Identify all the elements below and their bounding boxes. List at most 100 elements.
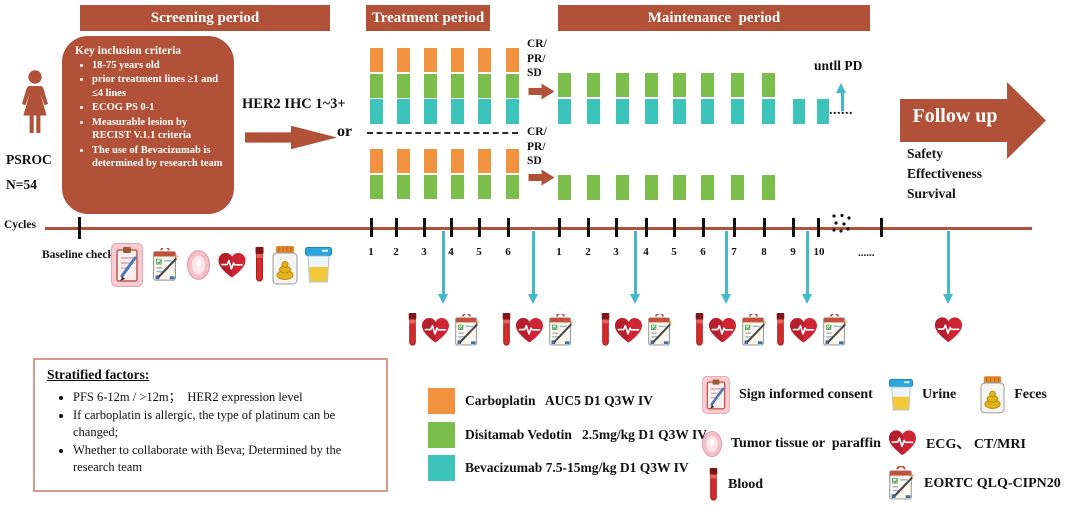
survey-icon bbox=[646, 314, 673, 347]
screening-period-label: Screening period bbox=[150, 9, 260, 26]
ecg-heart-icon bbox=[614, 317, 643, 344]
cycle-bar-stack bbox=[731, 73, 744, 124]
response-criteria-bottom: CR/ PR/ SD bbox=[527, 125, 547, 169]
legend-row-disitamab: Disitamab Vedotin 2.5mg/kg D1 Q3W IV bbox=[428, 422, 707, 448]
disitamab-bar bbox=[701, 73, 714, 97]
disitamab-bar bbox=[587, 175, 600, 200]
ecg-heart-icon bbox=[515, 317, 544, 344]
timeline-break-dots-icon bbox=[832, 213, 851, 233]
cycle-bar-stack bbox=[397, 48, 410, 124]
follow-up-label: Follow up bbox=[912, 105, 998, 127]
carboplatin-bar bbox=[506, 149, 519, 173]
cycle-number: 4 bbox=[448, 246, 454, 258]
disitamab-bar bbox=[701, 175, 714, 200]
timeline-tick bbox=[450, 218, 453, 237]
blood-icon bbox=[694, 313, 705, 347]
inclusion-item: ECOG PS 0-1 bbox=[92, 101, 224, 114]
bevacizumab-bar bbox=[506, 99, 519, 124]
disitamab-bar bbox=[370, 73, 383, 98]
treatment-period-header: Treatment period bbox=[366, 5, 490, 31]
disitamab-bar bbox=[558, 73, 571, 97]
follow-up-outcome: Effectiveness bbox=[907, 166, 982, 181]
response-line: PR/ bbox=[527, 52, 546, 65]
blood-label: Blood bbox=[728, 477, 764, 492]
maintenance-period-label: Maintenance period bbox=[647, 9, 781, 26]
cycle-bar-stack bbox=[587, 73, 600, 124]
disitamab-label: Disitamab Vedotin 2.5mg/kg D1 Q3W IV bbox=[465, 427, 708, 442]
legend-row-blood: Blood bbox=[708, 468, 763, 502]
urine-label: Urine bbox=[922, 387, 957, 402]
cycle-number: 1 bbox=[368, 246, 374, 258]
disitamab-bar bbox=[506, 174, 519, 199]
tissue-icon bbox=[702, 430, 722, 458]
disitamab-bar bbox=[616, 175, 629, 200]
disitamab-bar bbox=[451, 73, 464, 98]
ecg-heart-icon bbox=[934, 316, 963, 344]
disitamab-bar bbox=[673, 73, 686, 97]
inclusion-item: 18-75 years old bbox=[92, 59, 224, 72]
bevacizumab-bar bbox=[397, 99, 410, 124]
disitamab-bar bbox=[424, 73, 437, 98]
inclusion-list: 18-75 years old prior treatment lines ≥1… bbox=[75, 59, 224, 171]
bevacizumab-bar bbox=[645, 98, 658, 124]
disitamab-bar bbox=[558, 175, 571, 200]
cycle-bar-stack bbox=[558, 175, 571, 200]
assessment-arrowhead-icon bbox=[438, 294, 448, 304]
bevacizumab-bar bbox=[558, 98, 571, 124]
timeline-line bbox=[45, 227, 1032, 230]
cycle-number: 7 bbox=[731, 246, 737, 258]
assessment-arrow bbox=[806, 231, 809, 295]
survey-icon bbox=[453, 314, 480, 347]
response-line: CR/ bbox=[527, 126, 547, 138]
timeline-tick bbox=[558, 218, 561, 237]
baseline-check-icons bbox=[111, 242, 332, 288]
ecg-label: ECG、 CT/MRI bbox=[926, 437, 1026, 452]
cycle-bar-stack bbox=[793, 99, 805, 124]
until-pd-label: untll PD bbox=[814, 58, 863, 73]
cycle-bar-stack bbox=[645, 175, 658, 200]
response-line: SD bbox=[527, 155, 542, 167]
feces-icon bbox=[272, 246, 298, 285]
cycle-bar-stack bbox=[397, 149, 410, 199]
carboplatin-bar bbox=[478, 149, 491, 173]
cycles-label: Cycles bbox=[4, 219, 36, 231]
carboplatin-bar bbox=[397, 48, 410, 72]
bevacizumab-bar bbox=[673, 98, 686, 124]
disitamab-bar bbox=[645, 175, 658, 200]
blood-icon bbox=[501, 313, 512, 347]
stratified-list: PFS 6-12m / >12m； HER2 expression level … bbox=[47, 389, 374, 475]
treatment-period-label: Treatment period bbox=[371, 9, 485, 26]
assessment-group bbox=[694, 312, 767, 348]
bevacizumab-bar bbox=[817, 99, 829, 124]
blood-icon bbox=[775, 313, 786, 347]
until-pd-arrowhead-icon bbox=[836, 83, 846, 93]
cycle-number: 4 bbox=[643, 246, 649, 258]
ecg-heart-icon bbox=[888, 428, 917, 458]
disitamab-bar bbox=[506, 73, 519, 98]
disitamab-swatch bbox=[428, 422, 455, 448]
cycle-bar-stack bbox=[731, 175, 744, 200]
cycle-number: 3 bbox=[613, 246, 619, 258]
legend-row-bevacizumab: Bevacizumab 7.5-15mg/kg D1 Q3W IV bbox=[428, 455, 689, 481]
response-line: SD bbox=[527, 67, 542, 79]
carboplatin-label: Carboplatin AUC5 D1 Q3W IV bbox=[465, 393, 654, 408]
response-line: PR/ bbox=[527, 140, 546, 153]
bevacizumab-bar bbox=[451, 99, 464, 124]
cycle-bar-stack bbox=[701, 175, 714, 200]
assessment-group bbox=[600, 312, 673, 348]
cycle-number: 2 bbox=[585, 246, 591, 258]
cycle-bar-stack bbox=[762, 175, 775, 200]
timeline-tick bbox=[880, 218, 883, 237]
timeline-tick bbox=[673, 218, 676, 237]
disitamab-bar bbox=[731, 73, 744, 97]
carboplatin-bar bbox=[506, 48, 519, 72]
cohort-size: N=54 bbox=[6, 177, 37, 192]
cycle-bar-stack bbox=[506, 149, 519, 199]
screening-period-header: Screening period bbox=[80, 5, 330, 31]
maintenance-continuation-dots: ...... bbox=[829, 103, 853, 119]
cycle-bar-stack bbox=[424, 48, 437, 124]
response-line: CR/ bbox=[527, 38, 547, 50]
cycle-number: 5 bbox=[671, 246, 677, 258]
response-arrow-icon bbox=[528, 83, 555, 100]
